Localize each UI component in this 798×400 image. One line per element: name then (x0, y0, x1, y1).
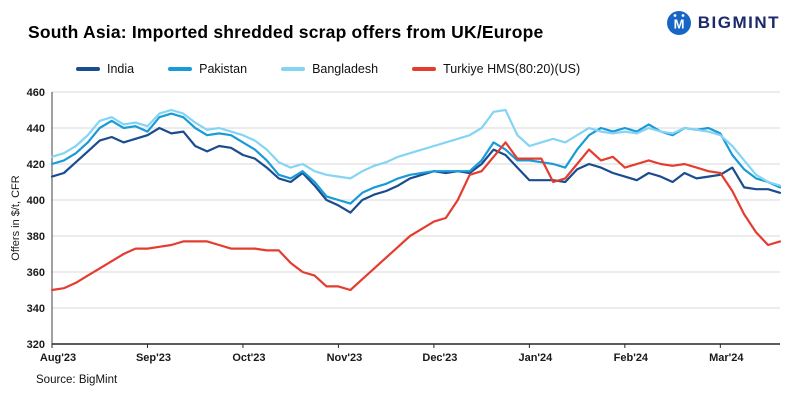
svg-text:440: 440 (27, 123, 45, 135)
svg-text:M: M (673, 17, 684, 32)
chart-legend: India Pakistan Bangladesh Turkiye HMS(80:20… (76, 62, 580, 76)
series-line-bangladesh (50, 108, 782, 187)
y-axis-label: Offers in $/t, CFR (10, 175, 22, 260)
svg-text:Oct'23: Oct'23 (232, 352, 265, 364)
line-chart: 320 340 360 380 400 420 440 460 Aug'23 Sep'23 Oct'… (10, 87, 782, 364)
svg-text:Aug'23: Aug'23 (40, 352, 76, 364)
legend-label: Pakistan (199, 62, 248, 76)
legend-swatch (281, 67, 306, 71)
legend-label: India (107, 62, 135, 76)
svg-text:360: 360 (27, 267, 45, 279)
legend-item-pakistan: Pakistan (168, 62, 247, 76)
series-line-turkiye-hms-80-20-us (50, 141, 782, 292)
legend-swatch (412, 67, 437, 71)
page-title: South Asia: Imported shredded scrap offe… (28, 22, 544, 42)
chart-area: 320 340 360 380 400 420 440 460 Aug'23 Sep'23 Oct'… (6, 82, 792, 370)
source-note: Source: BigMint (36, 374, 118, 386)
svg-text:Mar'24: Mar'24 (709, 352, 744, 364)
legend-swatch (168, 67, 193, 71)
svg-text:380: 380 (27, 231, 45, 243)
legend-item-bangladesh: Bangladesh (281, 62, 378, 76)
svg-text:320: 320 (27, 339, 45, 351)
svg-text:340: 340 (27, 303, 45, 315)
legend-swatch (76, 67, 100, 71)
svg-text:Dec'23: Dec'23 (422, 352, 457, 364)
svg-text:Feb'24: Feb'24 (614, 352, 649, 364)
svg-text:400: 400 (27, 195, 45, 207)
legend-label: Turkiye HMS(80:20)(US) (443, 62, 581, 76)
svg-text:460: 460 (27, 87, 45, 99)
series-line-pakistan (50, 112, 782, 205)
bigmint-logo: M BIGMINT (666, 10, 780, 36)
series-line-india (50, 126, 782, 214)
svg-text:Jan'24: Jan'24 (518, 352, 553, 364)
svg-text:420: 420 (27, 159, 45, 171)
svg-text:Nov'23: Nov'23 (327, 352, 363, 364)
bigmint-logo-icon: M (666, 11, 691, 35)
bigmint-logo-text: BIGMINT (697, 13, 780, 32)
legend-item-india: India (76, 62, 134, 76)
legend-item-turkiye-hms-80-20-us: Turkiye HMS(80:20)(US) (412, 62, 580, 76)
svg-text:Sep'23: Sep'23 (136, 352, 171, 364)
legend-label: Bangladesh (312, 62, 379, 76)
